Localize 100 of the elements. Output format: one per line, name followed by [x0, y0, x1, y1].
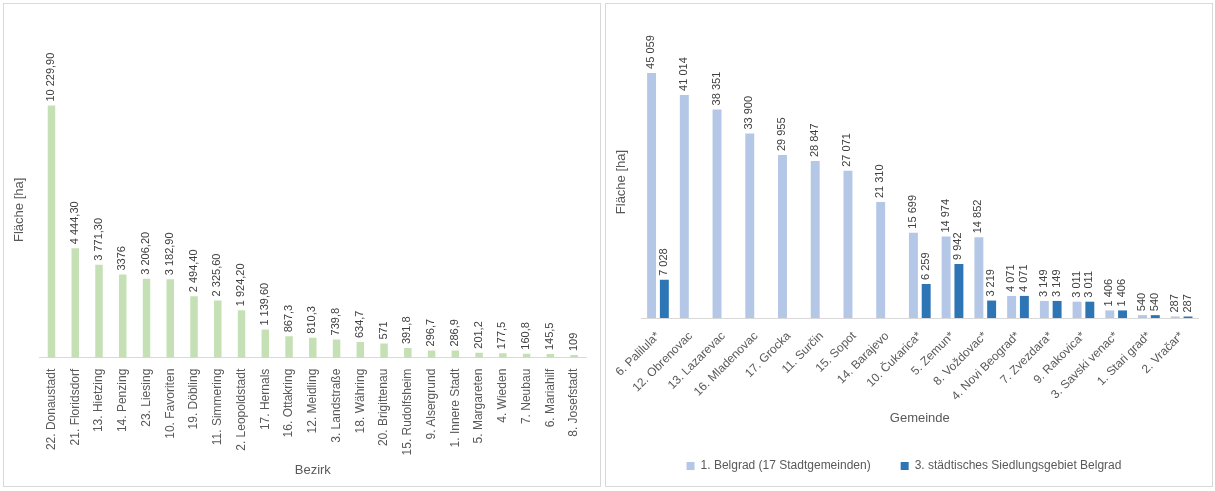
x-tick-label: 19. Döbling [186, 368, 201, 430]
data-label: 810,3 [305, 306, 318, 334]
data-label: 45 059 [644, 35, 657, 69]
bar [712, 109, 722, 319]
bar [1019, 295, 1029, 319]
data-label: 201,2 [471, 321, 484, 349]
data-label: 14 974 [938, 198, 951, 233]
bar [1138, 315, 1147, 319]
data-label: 3 149 [1036, 269, 1049, 297]
legend-label: 1. Belgrad (17 Stadtgemeinden) [700, 458, 871, 473]
x-tick-label: 9. Alsergrund [423, 368, 438, 440]
bar [166, 279, 174, 358]
data-label: 1 406 [1115, 278, 1128, 307]
bar [1007, 295, 1017, 319]
bar [237, 310, 246, 358]
x-tick-label: 15. Rudolfsheim [400, 368, 415, 456]
bar [1039, 300, 1049, 319]
bar [1150, 315, 1160, 319]
bar [659, 279, 669, 319]
bar [1085, 301, 1095, 319]
x-tick-label: 11. Simmering [210, 368, 225, 446]
data-label: 4 444,30 [67, 201, 80, 245]
data-label: 41 014 [676, 57, 689, 91]
data-label: 109 [566, 332, 579, 351]
bar [142, 278, 151, 358]
bar [954, 263, 964, 319]
data-label: 391,8 [400, 316, 413, 345]
x-axis-title: Gemeinde [889, 409, 950, 425]
bar [908, 232, 918, 319]
bar [214, 300, 222, 358]
bar [921, 284, 931, 319]
data-label: 21 310 [873, 164, 886, 199]
data-label: 27 071 [840, 133, 853, 167]
x-tick-label: 14. Penzing [115, 368, 130, 433]
data-label: 3 149 [1049, 269, 1062, 297]
data-label: 28 847 [807, 123, 820, 158]
bar [261, 329, 270, 358]
x-tick-label: 7. Neubau [518, 368, 533, 425]
data-label: 38 351 [709, 71, 722, 106]
x-axis-title: Bezirk [294, 461, 332, 477]
data-label: 177,5 [495, 321, 508, 350]
x-tick-label: 21. Floridsdorf [67, 368, 82, 446]
data-label: 1 406 [1102, 278, 1115, 307]
data-label: 15 699 [905, 194, 918, 229]
data-label: 160,8 [519, 322, 532, 350]
data-label: 540 [1147, 292, 1160, 312]
x-tick-label: 6. Mariahilf [542, 368, 557, 428]
data-label: 867,3 [281, 304, 294, 333]
bar [47, 105, 56, 358]
legend-label: 3. städtisches Siedlungsgebiet Belgrad [914, 458, 1122, 473]
data-label: 10 229,90 [44, 52, 57, 102]
bar [71, 248, 79, 358]
data-label: 29 955 [775, 117, 788, 152]
x-tick-label: 3. Landstraße [328, 368, 343, 443]
y-axis-title: Fläche [ha] [613, 149, 629, 215]
x-tick-label: 23. Liesing [138, 368, 153, 427]
x-tick-label: 12. Meidling [305, 368, 320, 434]
x-tick-label: 10. Favoriten [162, 368, 177, 439]
x-tick-label: 20. Brigittenau [376, 368, 391, 447]
data-label: 3 219 [984, 269, 997, 297]
data-label: 2 494,40 [186, 249, 199, 293]
bar [745, 133, 755, 319]
x-tick-label: 18. Währing [352, 368, 367, 434]
data-label: 3 011 [1069, 270, 1082, 298]
data-label: 9 942 [951, 232, 964, 260]
data-label: 571 [376, 321, 389, 340]
data-label: 739,8 [329, 307, 342, 336]
bar [404, 348, 412, 358]
data-label: 1 924,20 [234, 263, 247, 307]
data-label: 296,7 [424, 318, 437, 347]
bar [332, 339, 341, 358]
data-label: 287 [1180, 294, 1193, 313]
data-label: 4 071 [1016, 264, 1029, 292]
bar [987, 300, 997, 319]
bar [679, 94, 689, 319]
data-label: 3376 [115, 246, 128, 271]
data-label: 7 028 [656, 248, 669, 276]
x-tick-label: 4. Wieden [495, 368, 510, 423]
x-tick-label: 5. Margareten [471, 368, 486, 444]
data-label: 14 852 [971, 199, 984, 234]
bar [95, 264, 103, 358]
bar [647, 72, 657, 319]
data-label: 540 [1135, 292, 1148, 312]
x-tick-label: 8. Josefstadt [566, 368, 581, 437]
y-axis-title: Fläche [ha] [11, 177, 27, 243]
data-label: 6 259 [918, 252, 931, 281]
bar [941, 236, 951, 319]
bar [380, 343, 388, 358]
bar [1052, 300, 1062, 319]
bar [309, 337, 317, 358]
bar [1118, 310, 1128, 319]
data-label: 3 771,30 [91, 217, 104, 261]
x-tick-label: 2. Leopoldstadt [233, 368, 248, 451]
bar [119, 274, 127, 358]
data-label: 33 900 [742, 95, 755, 130]
x-tick-label: 16. Ottakring [281, 368, 296, 438]
bar [974, 237, 984, 319]
bar [1105, 310, 1115, 319]
bar [285, 336, 293, 358]
data-label: 1 139,60 [257, 282, 270, 326]
